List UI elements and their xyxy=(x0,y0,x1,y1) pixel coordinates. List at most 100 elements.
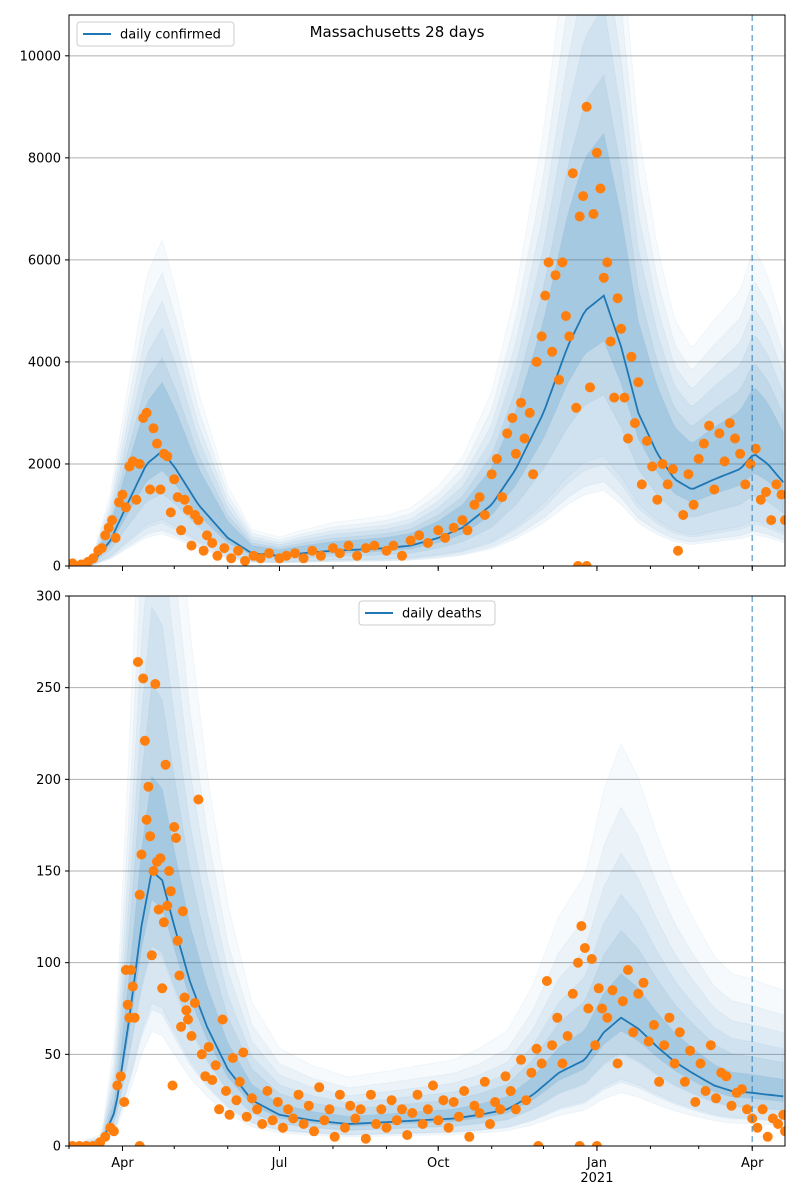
observed-point xyxy=(740,479,751,490)
observed-point xyxy=(319,1115,330,1126)
observed-point xyxy=(381,1122,392,1133)
observed-point xyxy=(298,1119,309,1129)
observed-point xyxy=(443,1122,454,1133)
observed-point xyxy=(576,921,587,931)
observed-point xyxy=(705,1040,716,1051)
observed-point xyxy=(360,543,371,554)
observed-point xyxy=(100,530,111,541)
observed-point xyxy=(100,1131,111,1142)
observed-point xyxy=(540,290,551,301)
observed-point xyxy=(762,1131,773,1142)
observed-point xyxy=(536,1058,547,1069)
observed-point xyxy=(165,886,176,897)
observed-point xyxy=(314,1082,325,1093)
observed-point xyxy=(766,515,777,526)
observed-point xyxy=(155,484,166,495)
observed-point xyxy=(381,545,392,556)
plot-area xyxy=(69,15,785,566)
observed-point xyxy=(507,413,518,423)
observed-point xyxy=(497,492,508,503)
observed-point xyxy=(328,543,338,554)
observed-point xyxy=(193,515,204,526)
observed-point xyxy=(114,497,124,508)
observed-point xyxy=(219,543,230,554)
observed-point xyxy=(334,1089,345,1100)
observed-point xyxy=(605,336,616,347)
observed-point xyxy=(479,1076,490,1087)
observed-point xyxy=(207,538,218,548)
observed-point xyxy=(174,970,185,981)
observed-point xyxy=(148,423,159,434)
observed-point xyxy=(573,561,583,566)
observed-point xyxy=(536,331,547,342)
observed-point xyxy=(567,988,578,999)
observed-point xyxy=(579,943,590,953)
observed-point xyxy=(557,257,568,268)
observed-point xyxy=(485,1119,495,1129)
observed-point xyxy=(122,999,133,1010)
observed-point xyxy=(264,548,275,559)
observed-point xyxy=(345,1100,356,1111)
observed-point xyxy=(141,407,152,418)
observed-point xyxy=(547,1040,558,1051)
observed-point xyxy=(679,1076,690,1087)
confirmed-chart-panel: 0 2000 4000 6000 8000 10000 daily confirmed xyxy=(20,14,786,575)
observed-point xyxy=(277,1122,288,1133)
observed-point xyxy=(172,935,183,946)
observed-point xyxy=(757,1104,768,1115)
observed-point xyxy=(176,1021,187,1032)
observed-point xyxy=(69,558,78,566)
observed-point xyxy=(516,397,526,408)
observed-point xyxy=(612,1058,623,1069)
observed-point xyxy=(578,191,589,202)
observed-point xyxy=(602,1012,613,1023)
observed-point xyxy=(752,1122,763,1133)
observed-point xyxy=(433,525,444,536)
observed-point xyxy=(721,1071,732,1082)
observed-point xyxy=(521,1095,532,1106)
observed-point xyxy=(778,1109,785,1120)
observed-point xyxy=(531,1043,542,1054)
observed-point xyxy=(623,433,633,444)
observed-point xyxy=(241,1111,252,1122)
x-tick-label: Jan xyxy=(586,1156,607,1171)
observed-point xyxy=(560,311,571,321)
observed-point xyxy=(112,1080,123,1091)
observed-point xyxy=(519,433,530,444)
observed-point xyxy=(595,183,606,194)
observed-point xyxy=(700,1086,711,1096)
observed-point xyxy=(780,515,785,526)
observed-point xyxy=(500,1071,511,1082)
median-line xyxy=(69,869,784,1146)
observed-point xyxy=(226,553,237,564)
observed-point xyxy=(352,550,363,561)
observed-point xyxy=(203,1042,214,1052)
observed-point xyxy=(479,510,490,520)
observed-point xyxy=(524,407,535,418)
observed-point xyxy=(780,1126,785,1137)
observed-point xyxy=(428,1080,438,1091)
observed-point xyxy=(690,1097,701,1107)
observed-point xyxy=(388,540,399,551)
observed-point xyxy=(709,484,720,495)
observed-point xyxy=(207,1075,218,1085)
observed-point xyxy=(557,1058,568,1069)
observed-point xyxy=(683,469,694,480)
observed-point xyxy=(474,1108,485,1118)
observed-point xyxy=(167,1080,178,1091)
observed-point xyxy=(581,101,592,112)
observed-point xyxy=(626,351,637,362)
uncertainty-band xyxy=(69,15,784,566)
observed-point xyxy=(422,1104,433,1115)
observed-point xyxy=(704,420,715,431)
observed-point xyxy=(134,889,145,900)
observed-point xyxy=(238,1047,249,1058)
observed-point xyxy=(179,494,190,505)
observed-point xyxy=(552,1012,563,1023)
observed-point xyxy=(422,538,433,548)
observed-point xyxy=(642,436,652,446)
observed-point xyxy=(365,1089,376,1100)
observed-point xyxy=(469,499,480,510)
